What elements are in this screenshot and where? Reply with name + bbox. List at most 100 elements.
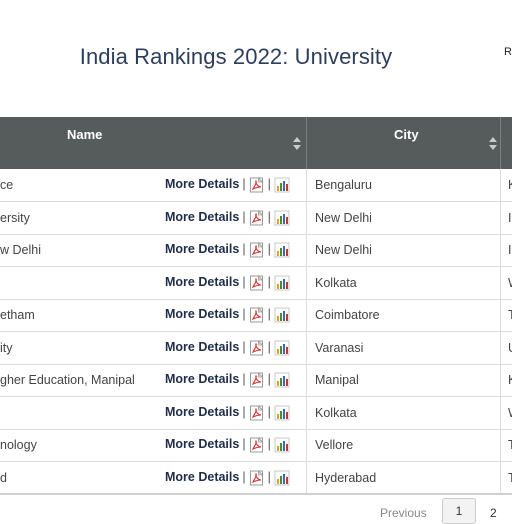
state-cell: T xyxy=(500,429,512,461)
more-details-link[interactable]: More Details xyxy=(165,307,240,321)
state-cell: U xyxy=(500,331,512,364)
state-name: W xyxy=(508,406,512,420)
pdf-icon[interactable] xyxy=(249,339,265,356)
bar-chart-icon[interactable] xyxy=(274,405,290,421)
city-cell: Varanasi xyxy=(306,331,501,364)
more-details-link[interactable]: More Details xyxy=(165,437,240,451)
bar-chart-icon[interactable] xyxy=(274,242,290,258)
more-details-link[interactable]: More Details xyxy=(165,274,240,289)
row-actions: More Details | | xyxy=(165,210,290,228)
institution-name: ce xyxy=(0,178,14,192)
city-name: Vellore xyxy=(315,438,354,452)
name-clip: gher Education, Manipal xyxy=(0,364,160,396)
city-cell: Vellore xyxy=(306,429,501,461)
pdf-icon[interactable] xyxy=(249,274,265,291)
state-name: T xyxy=(508,308,512,322)
name-clip: ce xyxy=(0,169,160,201)
state-name: W xyxy=(508,276,512,290)
name-cell: ce More Details | | xyxy=(0,169,306,201)
table-row: ersity More Details | | New Delhi I xyxy=(0,201,512,235)
table-row: More Details|| Kolkata W xyxy=(0,396,512,430)
name-clip: ersity xyxy=(0,202,160,234)
state-name: T xyxy=(508,438,512,452)
table-row: w Delhi More Details | | New Delhi I xyxy=(0,234,512,267)
separator: | xyxy=(242,307,246,321)
separator: | xyxy=(267,437,271,451)
institution-name: d xyxy=(0,470,7,485)
pdf-icon[interactable] xyxy=(249,307,265,323)
more-details-link[interactable]: More Details xyxy=(165,209,240,224)
separator: | xyxy=(242,372,246,386)
more-details-link[interactable]: More Details xyxy=(165,469,240,484)
pdf-icon[interactable] xyxy=(249,404,265,421)
name-cell: ersity More Details | | xyxy=(0,202,306,234)
separator: | xyxy=(242,209,246,224)
name-clip xyxy=(0,267,160,299)
pdf-icon[interactable] xyxy=(249,469,265,486)
table-row: gher Education, Manipal More Details | | M… xyxy=(0,364,512,397)
state-cell: T xyxy=(500,461,512,494)
separator: | xyxy=(267,209,271,224)
bar-chart-icon[interactable] xyxy=(274,470,290,486)
table-row: ce More Details|| Bengaluru K xyxy=(0,169,512,202)
previous-page-button[interactable]: Previous xyxy=(380,506,427,520)
city-cell: Hyderabad xyxy=(306,461,501,494)
bar-chart-icon[interactable] xyxy=(274,177,290,193)
institution-name: nology xyxy=(0,438,37,452)
page-1-button[interactable]: 1 xyxy=(442,498,476,524)
bar-chart-icon[interactable] xyxy=(274,210,290,226)
more-details-link[interactable]: More Details xyxy=(165,177,240,191)
city-cell: Kolkata xyxy=(306,396,501,429)
state-name: I xyxy=(508,243,512,257)
city-name: New Delhi xyxy=(315,210,372,225)
city-name: Manipal xyxy=(315,373,359,387)
row-actions: More Details | | xyxy=(165,470,290,488)
city-cell: New Delhi xyxy=(306,201,501,234)
name-clip xyxy=(0,397,160,429)
state-cell: K xyxy=(500,364,512,396)
more-details-link[interactable]: More Details xyxy=(165,339,240,354)
state-name: U xyxy=(508,341,512,355)
more-details-link[interactable]: More Details xyxy=(165,372,240,386)
city-cell: Coimbatore xyxy=(306,299,501,331)
pdf-icon[interactable] xyxy=(249,242,265,258)
row-actions: More Details | | xyxy=(165,340,290,358)
rankings-table: Name City ce More Details|| Bengaluru K … xyxy=(0,117,512,497)
row-actions: More Details | | xyxy=(165,372,290,390)
institution-name: w Delhi xyxy=(0,243,41,257)
name-cell: d More Details | | xyxy=(0,462,306,494)
more-details-link[interactable]: More Details xyxy=(165,242,240,256)
table-bottom-border xyxy=(0,493,512,495)
pdf-icon[interactable] xyxy=(249,177,265,193)
column-header-state[interactable] xyxy=(500,117,512,169)
column-header-city-label: City xyxy=(394,127,419,142)
column-header-name[interactable]: Name xyxy=(0,117,306,169)
row-actions: More Details | | xyxy=(165,242,290,260)
city-name: Hyderabad xyxy=(315,470,377,485)
name-cell: w Delhi More Details | | xyxy=(0,234,306,266)
sort-icon[interactable] xyxy=(489,137,497,151)
bar-chart-icon[interactable] xyxy=(274,307,290,323)
pdf-icon[interactable] xyxy=(249,437,265,453)
name-clip: d xyxy=(0,462,160,494)
bar-chart-icon[interactable] xyxy=(274,437,290,453)
header-corner-text: R xyxy=(504,46,512,58)
institution-name: etham xyxy=(0,308,35,322)
city-name: Kolkata xyxy=(315,405,357,420)
state-cell: I xyxy=(500,234,512,266)
pdf-icon[interactable] xyxy=(249,372,265,388)
bar-chart-icon[interactable] xyxy=(274,372,290,388)
name-cell: gher Education, Manipal More Details | | xyxy=(0,364,306,396)
sort-icon[interactable] xyxy=(293,137,301,151)
city-name: New Delhi xyxy=(315,243,372,257)
row-actions: More Details | | xyxy=(165,437,290,455)
page-2-button[interactable]: 2 xyxy=(490,506,497,520)
row-actions: More Details | | xyxy=(165,177,290,195)
bar-chart-icon[interactable] xyxy=(274,340,290,356)
column-header-city[interactable]: City xyxy=(306,117,501,169)
more-details-link[interactable]: More Details xyxy=(165,404,240,419)
name-clip: etham xyxy=(0,299,160,331)
pdf-icon[interactable] xyxy=(249,209,265,226)
bar-chart-icon[interactable] xyxy=(274,275,290,291)
separator: | xyxy=(267,274,271,289)
